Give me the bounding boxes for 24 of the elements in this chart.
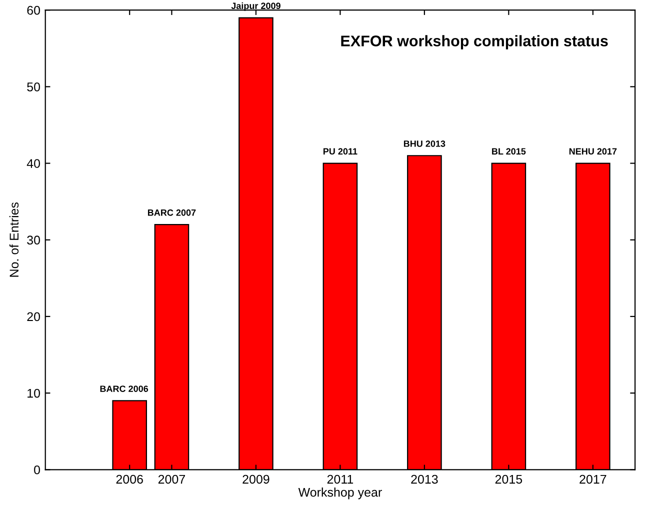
y-tick-label: 50 [27, 82, 40, 92]
annotation: BARC 2007 [148, 209, 196, 216]
y-tick-label: 60 [27, 6, 40, 15]
y-tick-label: 20 [27, 312, 40, 322]
text: EXFOR workshop compilation status [341, 35, 608, 50]
annotation: PU 2011 [323, 148, 358, 155]
annotation: Jaipur 2009 [231, 2, 280, 11]
y-axis-title: No. of Entries [9, 202, 19, 277]
x-tick-label: 2017 [580, 474, 606, 484]
y-tick-label: 30 [27, 236, 40, 245]
y-tick-label: 10 [28, 388, 40, 398]
annotation: BL 2015 [492, 148, 526, 155]
x-tick-label: 2006 [116, 474, 143, 484]
annotation: BHU 2013 [404, 140, 446, 147]
y-tick-label: 40 [26, 159, 40, 168]
annotation: NEHU 2017 [569, 148, 617, 155]
y-tick-label: 0 [34, 465, 40, 474]
x-tick-label: 2007 [158, 474, 185, 484]
x-axis-title: Workshop year [298, 488, 382, 500]
x-tick-label: 2009 [242, 474, 270, 484]
x-tick-label: 2011 [327, 474, 354, 484]
annotation: BARC 2006 [100, 386, 148, 392]
x-tick-label: 2013 [411, 474, 438, 484]
x-tick-label: 2015 [495, 474, 522, 484]
